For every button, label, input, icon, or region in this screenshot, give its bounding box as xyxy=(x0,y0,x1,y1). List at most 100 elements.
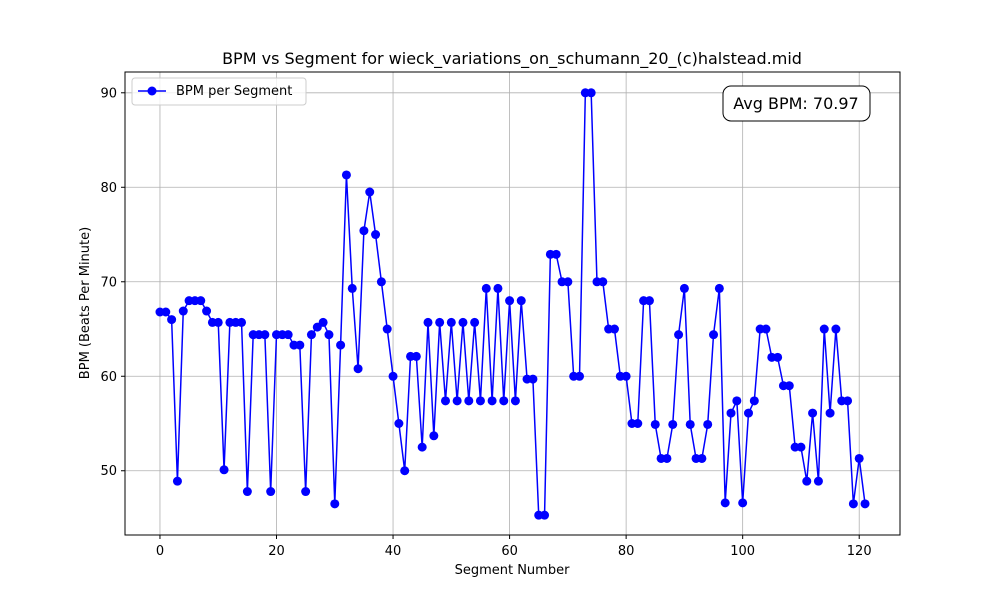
data-point xyxy=(400,466,410,476)
data-point xyxy=(172,476,182,486)
x-tick-label: 0 xyxy=(156,544,164,559)
data-point xyxy=(219,465,229,475)
average-bpm-box xyxy=(722,85,871,122)
data-point xyxy=(458,317,468,327)
data-point xyxy=(266,487,276,497)
data-point xyxy=(464,396,474,406)
data-point xyxy=(621,371,631,381)
data-point xyxy=(470,317,480,327)
data-point xyxy=(831,324,841,334)
data-point xyxy=(650,419,660,429)
data-point xyxy=(388,371,398,381)
data-point xyxy=(341,170,351,180)
data-point xyxy=(452,396,462,406)
plot-frame xyxy=(124,71,901,536)
data-point xyxy=(330,499,340,509)
data-point xyxy=(714,283,724,293)
data-point xyxy=(644,296,654,306)
legend-entry-label: BPM per Segment xyxy=(176,84,292,99)
data-point xyxy=(411,351,421,361)
data-point xyxy=(685,419,695,429)
legend-marker-swatch xyxy=(147,86,157,96)
data-point xyxy=(347,283,357,293)
data-point xyxy=(633,419,643,429)
data-point xyxy=(318,317,328,327)
data-point xyxy=(283,330,293,340)
x-axis-label: Segment Number xyxy=(455,563,571,578)
data-point xyxy=(295,340,305,350)
data-point xyxy=(440,396,450,406)
data-point xyxy=(365,187,375,197)
data-point xyxy=(709,330,719,340)
y-axis-label: BPM (Beats Per Minute) xyxy=(78,227,93,379)
data-point xyxy=(738,498,748,508)
data-point xyxy=(301,487,311,497)
data-point xyxy=(336,340,346,350)
x-tick-label: 80 xyxy=(618,544,635,559)
data-point xyxy=(161,307,171,317)
data-point xyxy=(586,88,596,98)
data-point xyxy=(808,408,818,418)
data-point xyxy=(743,408,753,418)
y-tick-label: 80 xyxy=(100,181,117,196)
data-point xyxy=(353,364,363,374)
data-point xyxy=(662,453,672,463)
data-point xyxy=(726,408,736,418)
data-point xyxy=(679,283,689,293)
data-point xyxy=(848,499,858,509)
x-tick-label: 60 xyxy=(501,544,518,559)
data-point xyxy=(516,296,526,306)
data-point xyxy=(505,296,515,306)
legend-box xyxy=(131,77,307,106)
data-point xyxy=(487,396,497,406)
data-point xyxy=(394,419,404,429)
data-point xyxy=(429,431,439,441)
data-point xyxy=(306,330,316,340)
data-point xyxy=(860,499,870,509)
data-point xyxy=(213,317,223,327)
data-point xyxy=(609,324,619,334)
data-point xyxy=(376,277,386,287)
data-point xyxy=(237,317,247,327)
ticks-layer: 0 20 40 60 80 100 120 50 60 70 80 90 xyxy=(100,86,871,559)
data-point xyxy=(703,419,713,429)
data-point xyxy=(475,396,485,406)
data-point xyxy=(720,498,730,508)
average-bpm-text: Avg BPM: 70.97 xyxy=(733,94,858,113)
data-point xyxy=(825,408,835,418)
data-point xyxy=(324,330,334,340)
data-point xyxy=(481,283,491,293)
data-point xyxy=(813,476,823,486)
series-layer xyxy=(155,88,870,520)
x-tick-label: 40 xyxy=(385,544,402,559)
data-point xyxy=(202,306,212,316)
data-point xyxy=(178,306,188,316)
data-point xyxy=(575,371,585,381)
data-point xyxy=(674,330,684,340)
data-point xyxy=(819,324,829,334)
data-point xyxy=(382,324,392,334)
average-bpm-annotation: Avg BPM: 70.97 xyxy=(722,85,871,122)
data-point xyxy=(435,317,445,327)
data-point xyxy=(446,317,456,327)
chart-title: BPM vs Segment for wieck_variations_on_s… xyxy=(222,49,802,69)
data-point xyxy=(773,352,783,362)
data-point xyxy=(843,396,853,406)
x-tick-label: 100 xyxy=(730,544,755,559)
data-point xyxy=(417,442,427,452)
y-tick-label: 90 xyxy=(100,86,117,101)
x-tick-label: 20 xyxy=(268,544,285,559)
data-point xyxy=(732,396,742,406)
y-tick-label: 70 xyxy=(100,275,117,290)
data-point xyxy=(784,381,794,391)
data-point xyxy=(528,374,538,384)
x-tick-label: 120 xyxy=(847,544,872,559)
data-point xyxy=(749,396,759,406)
data-point xyxy=(551,249,561,259)
data-point xyxy=(796,442,806,452)
data-point xyxy=(563,277,573,287)
data-point xyxy=(167,315,177,325)
data-point xyxy=(359,226,369,236)
y-tick-label: 50 xyxy=(100,464,117,479)
data-point xyxy=(802,476,812,486)
